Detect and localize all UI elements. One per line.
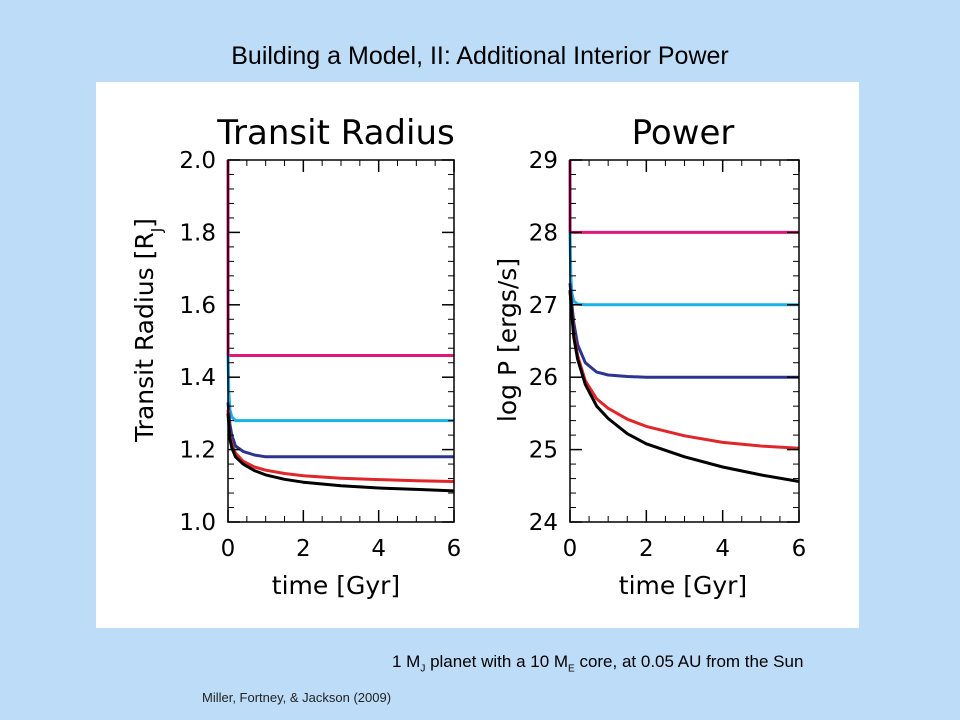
radius-plot: 1.0 1.2 1.4 1.6 1.8 2.0 0 2 4 6 (179, 148, 461, 562)
radius-series-line-0 (226, 159, 454, 357)
power-y-axis-label: log P [ergs/s] (493, 258, 522, 422)
radius-x-tick-label: 2 (296, 536, 311, 562)
radius-y-tick-label: 2.0 (179, 148, 216, 174)
radius-y-tick-label: 1.0 (179, 510, 216, 536)
power-series-line-3 (568, 290, 800, 450)
radius-series-line-2 (226, 402, 454, 459)
power-y-tick-label: 26 (529, 365, 558, 391)
caption-part-2: planet with a 10 M (425, 652, 569, 671)
power-chart-title: Power (632, 113, 735, 153)
radius-y-tick-label: 1.2 (179, 438, 216, 464)
power-series-line-2 (568, 282, 799, 379)
caption: 1 MJ planet with a 10 ME core, at 0.05 A… (392, 652, 803, 674)
chart-figure: Transit Radius time [Gyr] Transit Radius… (130, 113, 807, 600)
power-y-tick-label: 25 (529, 438, 558, 464)
caption-sub-2: E (568, 663, 575, 675)
radius-series-line-4 (226, 413, 455, 493)
radius-y-axis-label-close: ] (130, 218, 159, 228)
power-y-tick-label: 24 (529, 510, 558, 536)
radius-y-tick-label: 1.4 (179, 365, 216, 391)
power-series-line-0 (568, 159, 799, 234)
figure-panel: Transit Radius time [Gyr] Transit Radius… (96, 82, 859, 705)
power-y-tick-label: 28 (529, 220, 558, 246)
radius-x-tick-label: 0 (221, 536, 236, 562)
power-x-tick-label: 0 (563, 536, 578, 562)
slide-title: Building a Model, II: Additional Interio… (231, 42, 729, 70)
radius-series-line-1 (226, 355, 454, 423)
power-y-tick-label: 29 (529, 148, 558, 174)
power-series-line-1 (568, 232, 799, 307)
power-y-tick-label: 27 (529, 293, 558, 319)
power-series-line-4 (568, 290, 800, 483)
radius-y-axis-label: Transit Radius [RJ] (130, 218, 166, 443)
caption-sub-1: J (420, 663, 426, 675)
radius-chart-title: Transit Radius (216, 113, 454, 153)
radius-y-tick-label: 1.6 (179, 293, 216, 319)
caption-part-1: 1 M (392, 652, 421, 671)
radius-y-tick-label: 1.8 (179, 220, 216, 246)
radius-y-axis-label-main: Transit Radius [R (130, 232, 159, 443)
citation-text: Miller, Fortney, & Jackson (2009) (202, 690, 392, 705)
power-x-tick-label: 2 (639, 536, 654, 562)
radius-x-tick-label: 6 (447, 536, 462, 562)
power-x-tick-label: 6 (792, 536, 807, 562)
caption-part-3: core, at 0.05 AU from the Sun (574, 652, 804, 671)
radius-y-axis-label-sub: J (148, 228, 166, 233)
power-x-tick-label: 4 (715, 536, 730, 562)
power-plot-frame (569, 159, 800, 523)
radius-x-tick-label: 4 (371, 536, 386, 562)
power-x-axis-label: time [Gyr] (619, 571, 747, 600)
radius-x-axis-label: time [Gyr] (272, 571, 400, 600)
